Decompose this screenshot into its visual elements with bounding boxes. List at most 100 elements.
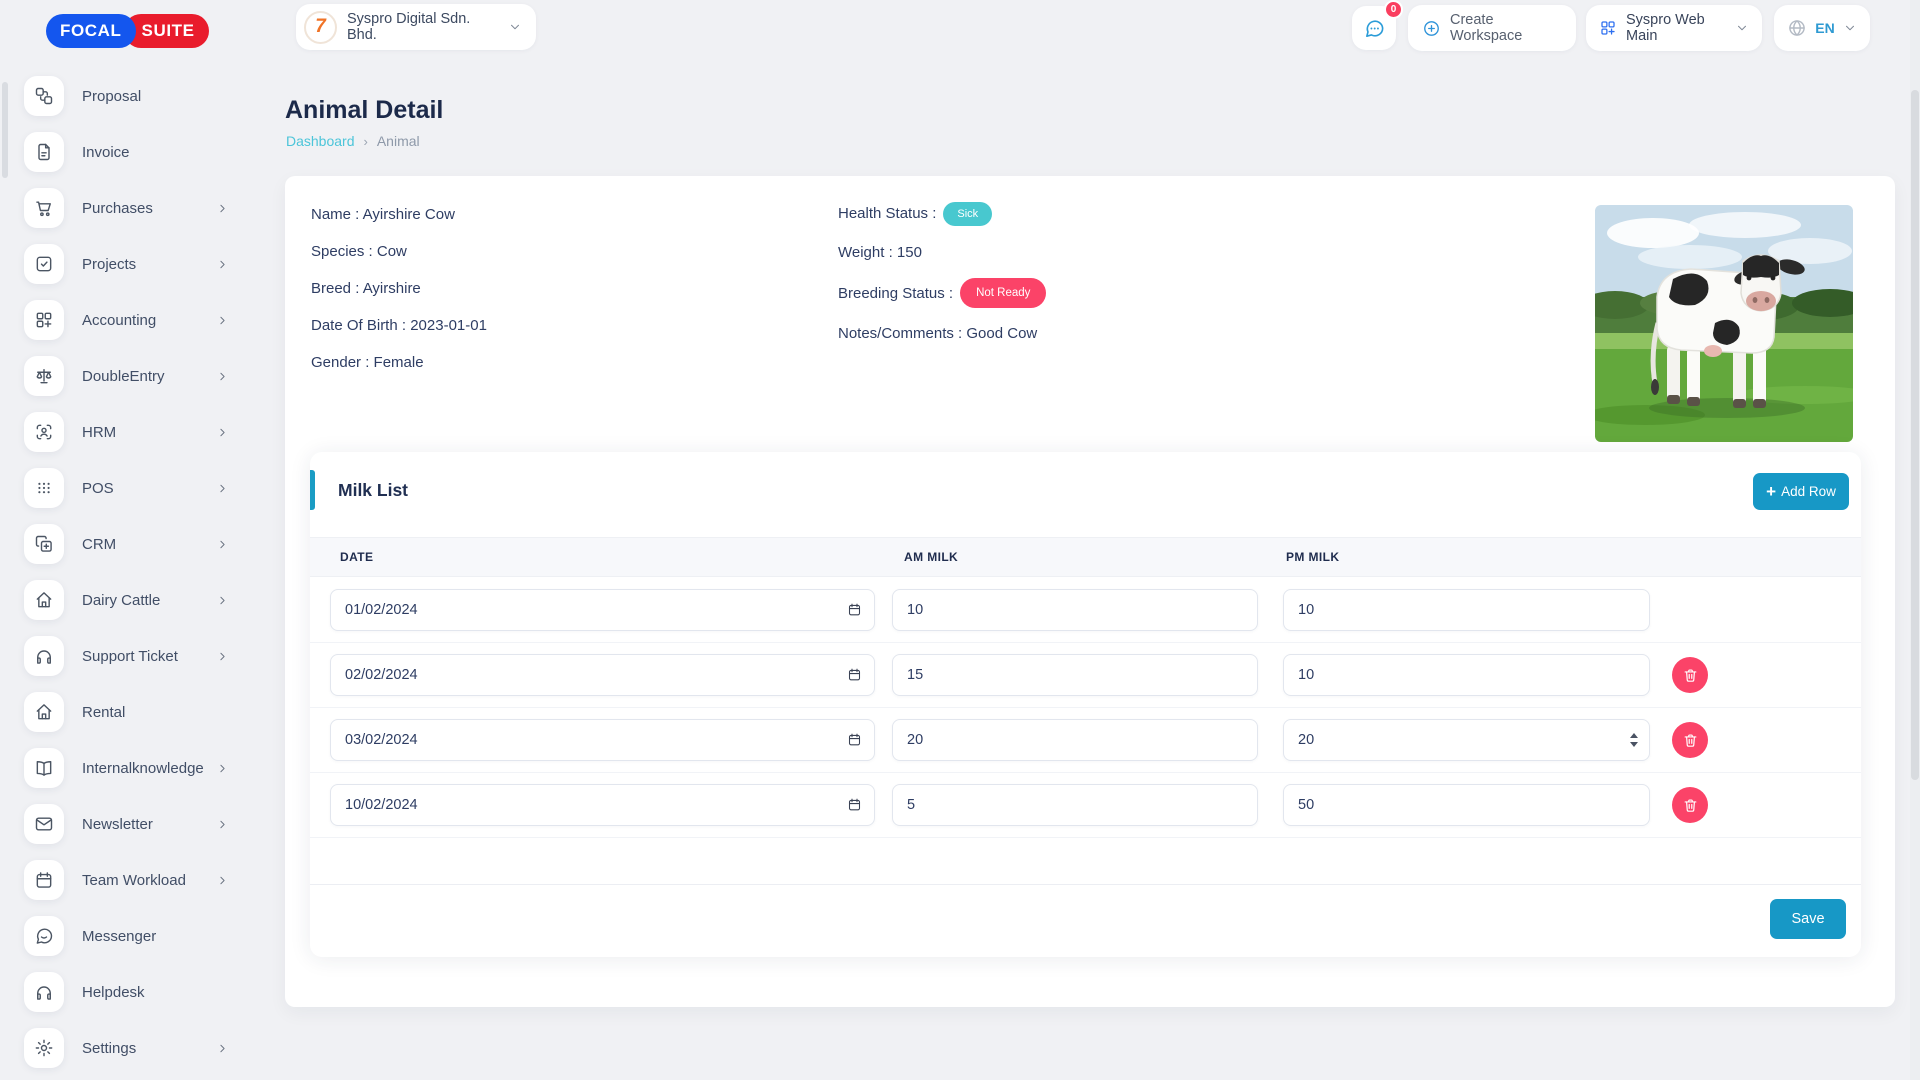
home-icon: [24, 692, 64, 732]
animal-fields-right: Health Status : Sick Weight : 150 Breeding …: [838, 200, 1047, 347]
delete-row-button[interactable]: [1672, 722, 1708, 758]
sidebar-item-dairy-cattle[interactable]: Dairy Cattle: [24, 580, 283, 620]
section-accent-bar: [310, 470, 315, 510]
logo-suite: SUITE: [123, 14, 209, 48]
date-cell: [330, 654, 875, 696]
cart-icon: [24, 188, 64, 228]
animal-fields-left: Name : Ayirshire Cow Species : Cow Breed :…: [311, 203, 487, 374]
am-milk-input[interactable]: [892, 784, 1258, 826]
sidebar-item-label: Messenger: [82, 927, 157, 945]
chevron-right-icon: [216, 370, 229, 383]
grid-plus-icon: [24, 300, 64, 340]
sidebar-item-internalknowledge[interactable]: Internalknowledge: [24, 748, 283, 788]
sidebar-item-label: Team Workload: [82, 871, 186, 889]
spinner-down-icon[interactable]: [1629, 742, 1638, 747]
calendar-icon[interactable]: [847, 732, 862, 747]
chevron-right-icon: [216, 1042, 229, 1055]
pm-milk-input[interactable]: [1283, 719, 1650, 761]
copy-plus-icon: [24, 524, 64, 564]
save-button[interactable]: Save: [1770, 899, 1846, 939]
sidebar-item-helpdesk[interactable]: Helpdesk: [24, 972, 283, 1012]
chat-icon: [1363, 17, 1386, 40]
sidebar-scrollbar-thumb[interactable]: [2, 82, 8, 178]
user-scan-icon: [24, 412, 64, 452]
calendar-icon[interactable]: [847, 797, 862, 812]
am-milk-input[interactable]: [892, 654, 1258, 696]
sidebar-item-label: Dairy Cattle: [82, 591, 161, 609]
calendar-icon[interactable]: [847, 602, 862, 617]
chevron-right-icon: [216, 818, 229, 831]
create-workspace-button[interactable]: Create Workspace: [1408, 5, 1576, 51]
sidebar-item-label: Rental: [82, 703, 126, 721]
sidebar-item-accounting[interactable]: Accounting: [24, 300, 283, 340]
breadcrumb-separator: ›: [363, 133, 368, 149]
detail-field-weight: Weight : 150: [838, 244, 922, 261]
milk-table-row: [310, 773, 1861, 838]
sidebar-item-newsletter[interactable]: Newsletter: [24, 804, 283, 844]
sidebar-item-crm[interactable]: CRM: [24, 524, 283, 564]
calendar-icon[interactable]: [847, 667, 862, 682]
messages-button[interactable]: 0: [1352, 0, 1403, 50]
milk-list-card: Milk List + Add Row DATE AM MILK PM MILK…: [310, 452, 1861, 957]
sidebar-item-projects[interactable]: Projects: [24, 244, 283, 284]
chevron-right-icon: [216, 258, 229, 271]
detail-field-health-status: Health Status : Sick: [838, 200, 1046, 227]
date-cell: [330, 589, 875, 631]
milk-table-body: [310, 578, 1861, 838]
pm-milk-cell: [1283, 719, 1650, 761]
sidebar-item-pos[interactable]: POS: [24, 468, 283, 508]
am-milk-input[interactable]: [892, 719, 1258, 761]
detail-field-notes-comments: Notes/Comments : Good Cow: [838, 325, 1038, 342]
headphones-icon: [24, 636, 64, 676]
sidebar-item-label: POS: [82, 479, 114, 497]
spinner-up-icon[interactable]: [1629, 733, 1638, 738]
sidebar-item-settings[interactable]: Settings: [24, 1028, 283, 1068]
am-milk-input[interactable]: [892, 589, 1258, 631]
language-selector[interactable]: EN: [1774, 5, 1870, 51]
date-input[interactable]: [330, 589, 875, 631]
delete-row-button[interactable]: [1672, 657, 1708, 693]
breadcrumb-dashboard-link[interactable]: Dashboard: [286, 133, 355, 149]
breadcrumb-current: Animal: [376, 133, 420, 149]
workspace-selector[interactable]: 7 Syspro Digital Sdn. Bhd.: [296, 4, 536, 50]
sidebar-item-label: HRM: [82, 423, 117, 441]
animal-photo: [1595, 205, 1853, 442]
pm-milk-input[interactable]: [1283, 654, 1650, 696]
sidebar-item-hrm[interactable]: HRM: [24, 412, 283, 452]
sidebar-item-purchases[interactable]: Purchases: [24, 188, 283, 228]
sidebar-item-support-ticket[interactable]: Support Ticket: [24, 636, 283, 676]
chevron-down-icon: [508, 20, 522, 34]
page-scrollbar-track[interactable]: [1910, 0, 1920, 1080]
app-logo[interactable]: FOCAL SUITE: [46, 14, 209, 48]
sidebar-item-doubleentry[interactable]: DoubleEntry: [24, 356, 283, 396]
workspace-label: Syspro Digital Sdn. Bhd.: [347, 11, 471, 43]
date-input[interactable]: [330, 784, 875, 826]
page-title: Animal Detail: [285, 96, 444, 124]
sidebar-item-label: Helpdesk: [82, 983, 145, 1001]
chevron-down-icon: [1843, 21, 1857, 35]
sidebar-item-proposal[interactable]: Proposal: [24, 76, 283, 116]
pm-milk-input[interactable]: [1283, 784, 1650, 826]
page-scrollbar-thumb[interactable]: [1911, 90, 1919, 780]
add-row-button[interactable]: + Add Row: [1753, 473, 1849, 510]
chevron-right-icon: [216, 594, 229, 607]
date-input[interactable]: [330, 654, 875, 696]
chevron-right-icon: [216, 762, 229, 775]
detail-field-species: Species : Cow: [311, 243, 407, 260]
pm-milk-input[interactable]: [1283, 589, 1650, 631]
column-header-pm-milk: PM MILK: [1286, 550, 1340, 564]
active-workspace-selector[interactable]: Syspro Web Main: [1586, 5, 1762, 51]
delete-row-button[interactable]: [1672, 787, 1708, 823]
milk-table-header: DATE AM MILK PM MILK: [310, 537, 1861, 577]
sidebar-item-messenger[interactable]: Messenger: [24, 916, 283, 956]
sidebar-item-label: Purchases: [82, 199, 153, 217]
date-input[interactable]: [330, 719, 875, 761]
sidebar-item-team-workload[interactable]: Team Workload: [24, 860, 283, 900]
sidebar-item-rental[interactable]: Rental: [24, 692, 283, 732]
sidebar-item-invoice[interactable]: Invoice: [24, 132, 283, 172]
plus-icon: +: [1766, 482, 1777, 501]
workflow-icon: [24, 76, 64, 116]
sidebar-item-label: Support Ticket: [82, 647, 178, 665]
number-spinner[interactable]: [1626, 729, 1641, 751]
globe-icon: [1787, 18, 1807, 38]
